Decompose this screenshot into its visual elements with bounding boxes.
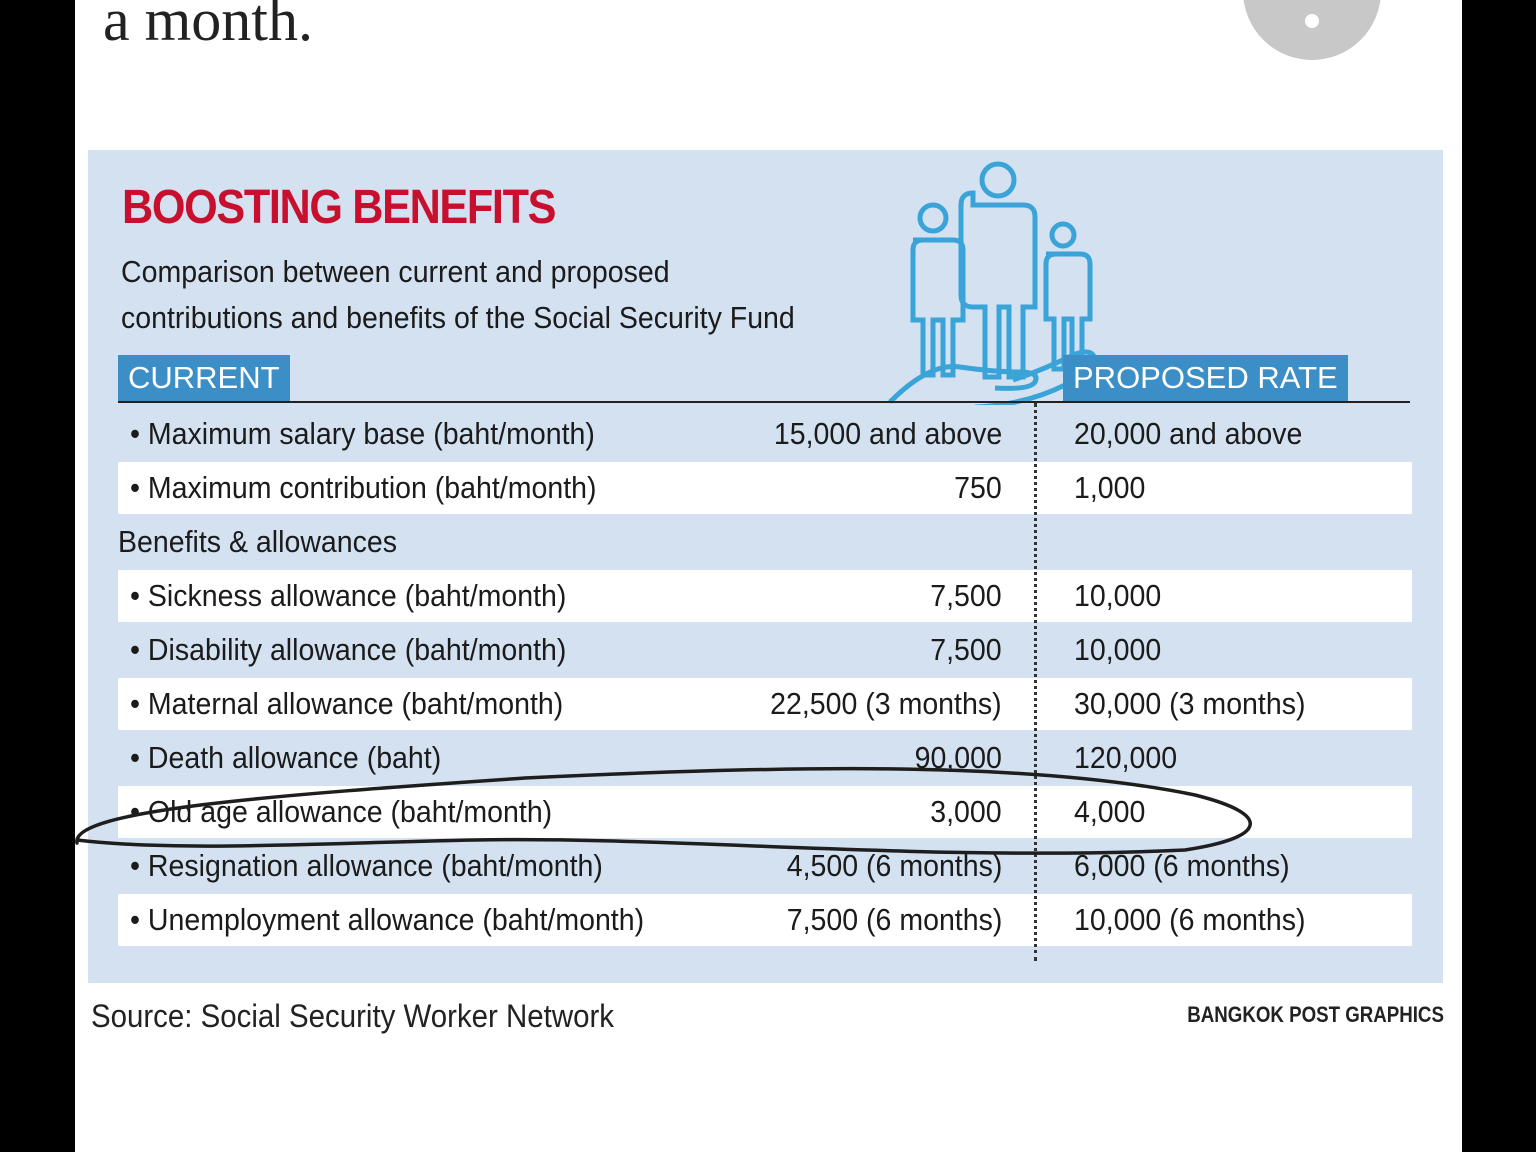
proposed-header: PROPOSED RATE — [1063, 355, 1348, 401]
current-value: 3,000 — [930, 794, 1002, 829]
proposed-value: 120,000 — [1074, 740, 1178, 775]
benefit-row: Sickness allowance (baht/month) 7,500 10,0… — [118, 570, 1412, 622]
benefit-row: Resignation allowance (baht/month)4,500 … — [118, 840, 1412, 892]
current-value: 750 — [954, 470, 1002, 505]
graphics-credit: BANGKOK POST GRAPHICS — [1187, 1002, 1444, 1027]
row-label: Old age allowance (baht/month) — [130, 794, 552, 830]
proposed-value: 10,000 — [1074, 578, 1162, 613]
proposed-value: 4,000 — [1074, 794, 1146, 829]
menu-dot — [1305, 14, 1319, 28]
row-label: Maximum salary base (baht/month) — [130, 416, 595, 452]
current-header: CURRENT — [118, 355, 290, 401]
current-value: 7,500 (6 months) — [786, 902, 1002, 937]
section-label: Benefits & allowances — [118, 524, 398, 559]
row-label: Sickness allowance (baht/month) — [130, 578, 566, 614]
family-icon — [888, 161, 1098, 405]
lead-text: a month. — [103, 0, 313, 53]
benefit-row: Unemployment allowance (baht/month) 7,500… — [118, 894, 1412, 946]
proposed-value: 10,000 — [1074, 632, 1162, 667]
section-row: Benefits & allowances — [118, 516, 1412, 568]
infographic-title: BOOSTING BENEFITS — [122, 181, 556, 234]
proposed-value: 20,000 and above — [1074, 416, 1303, 451]
benefit-row: Maximum contribution (baht/month) 750 1,00… — [118, 462, 1412, 514]
row-label: Maternal allowance (baht/month) — [130, 686, 563, 722]
row-label: Maximum contribution (baht/month) — [130, 470, 597, 506]
proposed-value: 10,000 (6 months) — [1074, 902, 1306, 937]
hand-drawn-circle — [75, 766, 1252, 855]
current-value: 7,500 — [930, 578, 1002, 613]
subtitle-line: Comparison between current and proposed — [121, 254, 670, 289]
proposed-value: 30,000 (3 months) — [1074, 686, 1306, 721]
header-rule — [118, 401, 1410, 403]
current-value: 7,500 — [930, 632, 1002, 667]
benefit-row: Maternal allowance (baht/month) 22,500 (3… — [118, 678, 1412, 730]
current-value: 15,000 and above — [773, 416, 1002, 451]
row-label: Death allowance (baht) — [130, 740, 441, 776]
benefit-row: Disability allowance (baht/month) 7,500 10… — [118, 624, 1412, 676]
benefit-row: Maximum salary base (baht/month) 15,000 a… — [118, 408, 1412, 460]
row-label: Disability allowance (baht/month) — [130, 632, 566, 668]
row-label: Unemployment allowance (baht/month) — [130, 902, 644, 938]
article-page: a month. BOOSTING BENEFITS Comparison be… — [75, 0, 1462, 1152]
current-value: 22,500 (3 months) — [770, 686, 1002, 721]
source-note: Source: Social Security Worker Network — [91, 998, 615, 1034]
row-label: Resignation allowance (baht/month) — [130, 848, 603, 884]
menu-button[interactable] — [1243, 0, 1381, 60]
proposed-value: 1,000 — [1074, 470, 1146, 505]
subtitle-line: contributions and benefits of the Social… — [121, 300, 795, 335]
column-divider — [1034, 403, 1037, 961]
